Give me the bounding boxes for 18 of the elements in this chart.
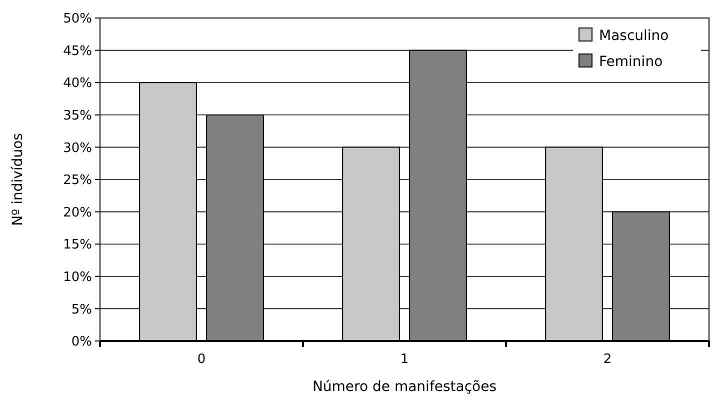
y-tick-label: 30%	[63, 140, 92, 156]
y-tick-label: 0%	[71, 334, 92, 350]
y-tick-label: 50%	[63, 12, 92, 27]
y-tick-label: 35%	[63, 108, 92, 124]
x-tick-label: 1	[400, 352, 409, 367]
y-axis-title: Nº indivíduos	[10, 133, 26, 226]
y-tick-label: 45%	[63, 44, 92, 59]
x-axis-title: Número de manifestações	[312, 379, 497, 395]
y-tick-label: 25%	[63, 173, 92, 188]
y-tick-label: 20%	[63, 205, 92, 220]
legend-label: Masculino	[599, 28, 669, 44]
y-tick-label: 10%	[63, 270, 92, 285]
y-tick-label: 40%	[63, 76, 92, 92]
x-tick-label: 0	[197, 352, 206, 367]
y-tick-label: 5%	[71, 302, 92, 318]
legend-label: Feminino	[599, 54, 663, 70]
y-tick-label: 15%	[63, 238, 92, 253]
x-tick-label: 2	[603, 352, 612, 367]
